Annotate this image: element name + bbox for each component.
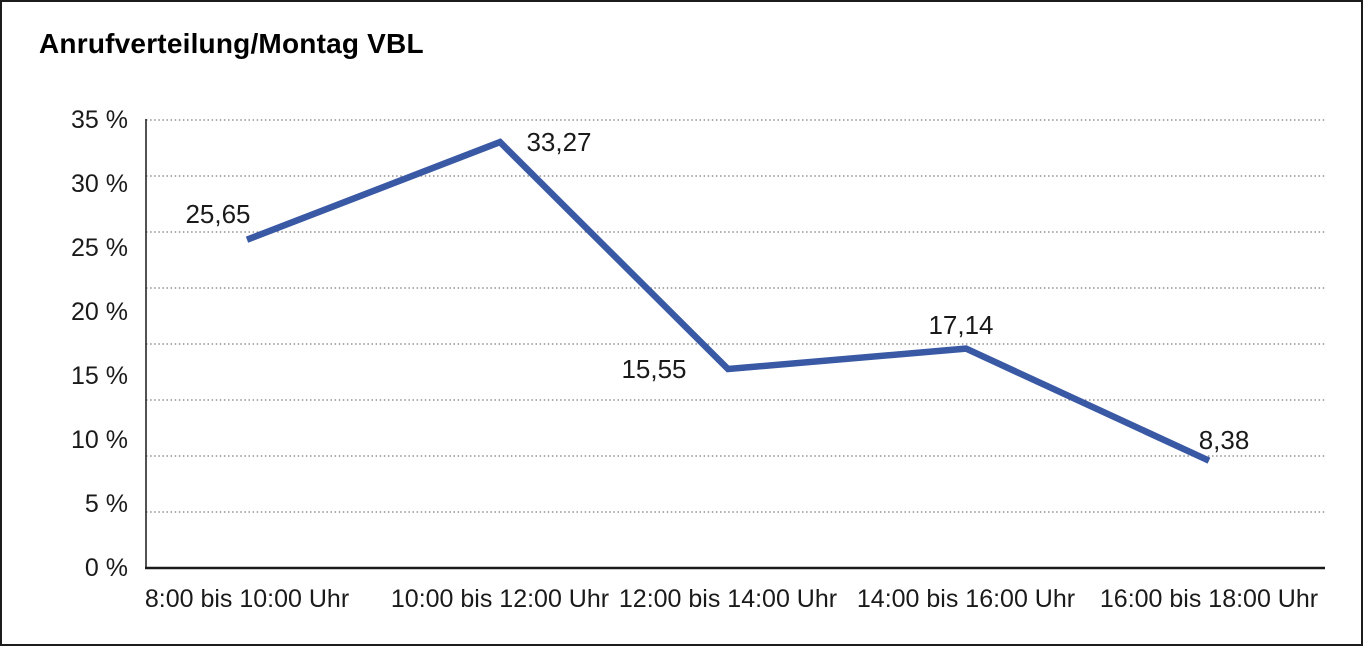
y-axis-tick-label: 20 % xyxy=(71,298,128,326)
y-axis-tick-label: 30 % xyxy=(71,170,128,198)
y-axis-tick-label: 35 % xyxy=(71,106,128,134)
y-axis-tick-label: 10 % xyxy=(71,426,128,454)
y-axis-tick-label: 25 % xyxy=(71,234,128,262)
data-point-label: 15,55 xyxy=(621,354,686,384)
x-axis-tick-label: 16:00 bis 18:00 Uhr xyxy=(1100,585,1318,613)
y-axis-tick-label: 5 % xyxy=(85,490,128,518)
chart-title: Anrufverteilung/Montag VBL xyxy=(39,28,424,59)
x-axis-tick-label: 8:00 bis 10:00 Uhr xyxy=(145,585,349,613)
x-axis-tick-label: 14:00 bis 16:00 Uhr xyxy=(857,585,1075,613)
data-point-label: 25,65 xyxy=(185,199,250,229)
data-point-label: 8,38 xyxy=(1199,425,1250,455)
x-axis-tick-label: 10:00 bis 12:00 Uhr xyxy=(391,585,609,613)
y-axis-tick-label: 0 % xyxy=(85,554,128,582)
x-axis-tick-label: 12:00 bis 14:00 Uhr xyxy=(619,585,837,613)
data-point-label: 33,27 xyxy=(526,127,591,157)
data-point-label: 17,14 xyxy=(928,310,993,340)
data-line xyxy=(245,138,1211,464)
y-axis-tick-label: 15 % xyxy=(71,362,128,390)
